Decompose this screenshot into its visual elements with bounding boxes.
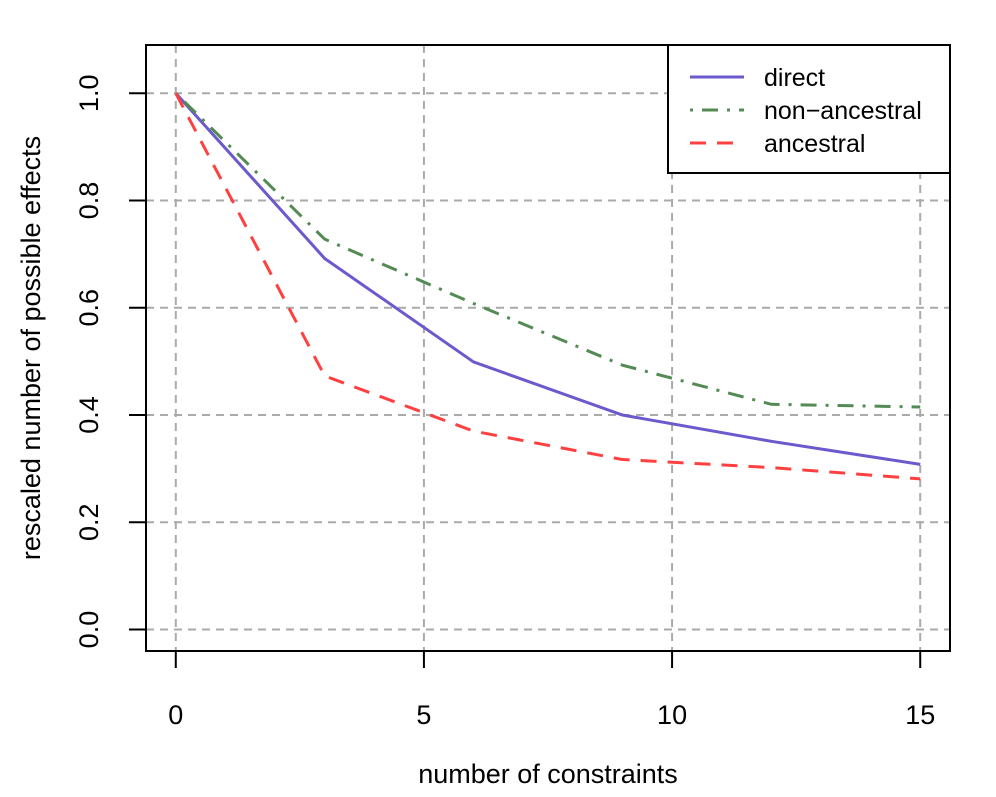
legend-label: non−ancestral: [764, 97, 922, 125]
y-tick-label: 0.0: [74, 611, 104, 649]
legend-label: direct: [764, 64, 825, 92]
y-axis: 0.0 0.2 0.4 0.6 0.8 1.0: [74, 74, 146, 648]
x-axis: 0 5 10 15: [168, 651, 935, 730]
x-tick-label: 0: [168, 700, 183, 730]
x-tick-label: 5: [416, 700, 431, 730]
plot-frame: [145, 44, 951, 652]
series-line-non-ancestral: [174, 92, 921, 409]
y-tick-label: 1.0: [74, 74, 104, 112]
x-tick-label: 10: [657, 700, 687, 730]
y-tick-label: 0.8: [74, 182, 104, 220]
y-tick-label: 0.4: [74, 396, 104, 434]
series-line-direct: [174, 92, 921, 466]
x-axis-label: number of constraints: [418, 759, 678, 789]
series-lines: [174, 92, 921, 481]
y-axis-label: rescaled number of possible effects: [16, 136, 46, 560]
x-tick-label: 15: [905, 700, 935, 730]
series-line-ancestral: [174, 92, 921, 481]
legend: direct non−ancestral ancestral: [667, 44, 951, 174]
y-tick-label: 0.6: [74, 289, 104, 327]
legend-label: ancestral: [764, 130, 865, 158]
y-tick-label: 0.2: [74, 504, 104, 542]
